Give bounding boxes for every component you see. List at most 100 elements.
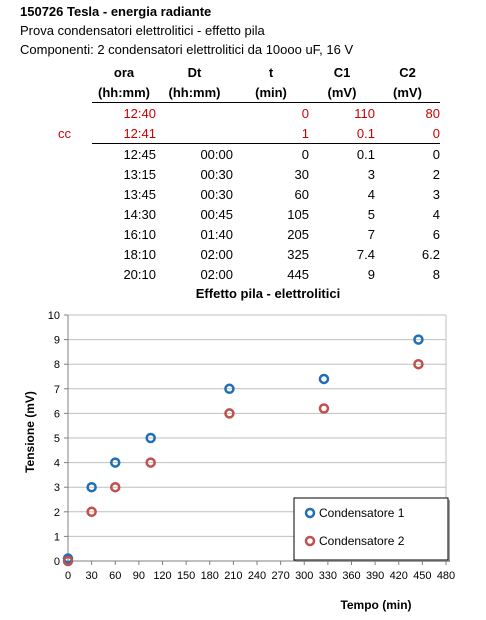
- cell-c2: 3: [432, 186, 440, 202]
- x-tick-labels: 0 30 60 90 120 150 180 210 240 270 300 330 360 390 420…: [65, 570, 455, 582]
- header-c1: C1: [333, 64, 351, 80]
- tag-header: [58, 62, 92, 82]
- measurements-table: ora Dt t C1 C2 (hh:mm) (hh:mm) (min) (mV…: [58, 62, 440, 284]
- table-row: 20:10 02:00 445 9 8: [58, 264, 440, 284]
- cell-c1: 5: [367, 206, 375, 222]
- table-row: 16:10 01:40 205 7 6: [58, 224, 440, 244]
- unit-ora: (hh:mm): [92, 82, 156, 103]
- cell-ora: 16:10: [123, 226, 156, 242]
- cell-t: 1: [233, 123, 309, 144]
- page-subtitle: Prova condensatori elettrolitici - effet…: [20, 23, 265, 38]
- cell-tag: [58, 244, 92, 264]
- y-tick-label: 10: [48, 310, 60, 322]
- cell-dt: 02:00: [200, 246, 233, 262]
- x-tick-label: 180: [201, 570, 219, 582]
- series-1-point: [86, 481, 97, 493]
- series-2-point: [413, 358, 424, 370]
- legend-marker-2: [304, 535, 316, 547]
- x-tick-label: 210: [224, 570, 242, 582]
- x-tick-label: 330: [319, 570, 337, 582]
- cell-t: 205: [287, 226, 309, 242]
- series-2-point: [318, 403, 330, 414]
- cell-dt: 00:30: [200, 186, 233, 202]
- series-2-point: [110, 481, 121, 493]
- cell-tag: [58, 144, 92, 165]
- y-tick-label: 1: [54, 531, 60, 543]
- cell-ora: 13:15: [123, 166, 156, 182]
- cell-t: 445: [287, 266, 309, 282]
- cell-tag: [58, 184, 92, 204]
- x-tick-label: 480: [437, 570, 455, 582]
- cell-c2: 4: [432, 206, 440, 222]
- cell-t: 60: [294, 186, 309, 202]
- cell-c2: 0: [375, 123, 440, 144]
- chart-legend: Condensatore 1 Condensatore 2: [293, 497, 450, 562]
- table-row: cc 12:41 1 0.1 0: [58, 123, 440, 144]
- series-1-point: [413, 334, 424, 345]
- cell-ora: 13:45: [123, 186, 156, 202]
- x-tick-label: 270: [271, 570, 289, 582]
- cell-dt: 00:30: [200, 166, 233, 182]
- cell-ora: 14:30: [123, 206, 156, 222]
- series-1-point: [318, 373, 330, 385]
- cell-c2: 0: [432, 146, 440, 162]
- series-2-point: [145, 457, 156, 468]
- effetto-pila-chart: Effetto pila - elettrolitici 0 1 2 3 4 5 6 7 8 9 1…: [23, 286, 455, 612]
- y-tick-label: 6: [54, 408, 60, 420]
- table-row: 14:30 00:45 105 5 4: [58, 204, 440, 224]
- cell-c1: 0.1: [356, 146, 375, 162]
- cell-dt: 02:00: [200, 266, 233, 282]
- chart-points: [62, 334, 424, 567]
- cell-c1: 3: [367, 166, 375, 182]
- x-tick-label: 390: [366, 570, 384, 582]
- y-axis-title: Tensione (mV): [23, 391, 37, 473]
- legend-box: [293, 497, 449, 561]
- y-tick-label: 7: [54, 384, 60, 396]
- cell-tag: cc: [58, 125, 71, 141]
- cell-t: 0: [301, 146, 309, 162]
- table-header-units: (hh:mm) (hh:mm) (min) (mV) (mV): [58, 82, 440, 103]
- cell-c1: 7.4: [356, 246, 375, 262]
- y-tick-label: 0: [54, 556, 60, 568]
- x-tick-label: 450: [413, 570, 431, 582]
- cell-ora: 12:45: [123, 146, 156, 162]
- cell-c1: 9: [367, 266, 375, 282]
- y-tick-label: 5: [54, 433, 60, 445]
- x-tick-label: 90: [133, 570, 145, 582]
- cell-t: 105: [287, 206, 309, 222]
- cell-ora: 12:40: [123, 105, 156, 121]
- header-c2: C2: [399, 64, 416, 80]
- table-row: 13:45 00:30 60 4 3: [58, 184, 440, 204]
- y-tick-label: 4: [54, 458, 60, 470]
- cell-dt: [156, 123, 233, 144]
- cell-t: 325: [287, 246, 309, 262]
- header-dt: Dt: [187, 64, 202, 80]
- cell-tag: [58, 224, 92, 244]
- page-title: 150726 Tesla - energia radiante: [20, 4, 212, 19]
- legend-marker-1: [304, 507, 316, 519]
- x-tick-label: 300: [295, 570, 313, 582]
- y-tick-label: 9: [54, 335, 60, 347]
- cell-t: 0: [301, 105, 309, 121]
- cell-c1: 4: [367, 186, 375, 202]
- legend-label-2: Condensatore 2: [319, 534, 405, 548]
- table-row: 12:45 00:00 0 0.1 0: [58, 144, 440, 165]
- cell-c2: 6.2: [421, 246, 440, 262]
- series-1-point: [145, 432, 156, 444]
- series-2-point: [86, 506, 97, 518]
- x-tick-label: 360: [342, 570, 360, 582]
- chart-grid: [68, 314, 446, 537]
- series-2-point: [62, 555, 74, 567]
- x-tick-label: 0: [65, 570, 71, 582]
- cell-dt: 01:40: [200, 226, 233, 242]
- y-tick-label: 3: [54, 482, 60, 494]
- cell-dt: [156, 103, 233, 124]
- x-tick-label: 60: [109, 570, 121, 582]
- cell-dt: 00:45: [200, 206, 233, 222]
- table-row: 12:40 0 110 80: [58, 103, 440, 124]
- header-ora: ora: [113, 64, 135, 80]
- x-axis-title: Tempo (min): [340, 598, 411, 612]
- components-line: Componenti: 2 condensatori elettrolitici…: [20, 42, 354, 57]
- table-row: 18:10 02:00 325 7.4 6.2: [58, 244, 440, 264]
- legend-label-1: Condensatore 1: [319, 506, 405, 520]
